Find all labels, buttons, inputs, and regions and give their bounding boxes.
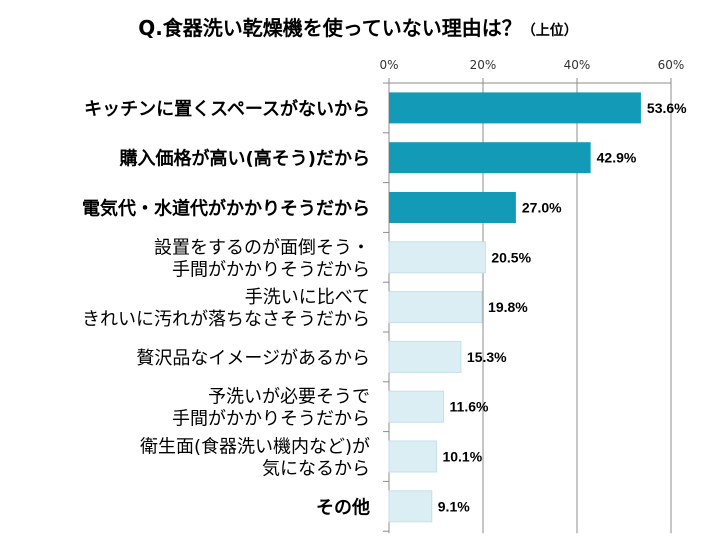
data-label: 53.6%	[647, 100, 687, 116]
category-label: 手間がかかりそうだから	[172, 259, 370, 280]
data-label: 20.5%	[491, 249, 531, 265]
chart-title: Q.食器洗い乾燥機を使っていない理由は？（上位）	[0, 12, 716, 41]
data-label: 9.1%	[438, 498, 470, 514]
category-label: 電気代・水道代がかかりそうだから	[82, 198, 370, 220]
bar	[388, 291, 483, 324]
bar	[388, 440, 437, 473]
data-label: 15.3%	[467, 349, 507, 365]
category-label: きれいに汚れが落ちなさそうだから	[82, 309, 370, 330]
category-label: キッチンに置くスペースがないから	[84, 98, 370, 120]
x-tick-label: 0%	[379, 58, 398, 72]
data-label: 10.1%	[442, 449, 482, 465]
category-label: 気になるから	[262, 459, 370, 480]
subtitle-text: （上位）	[521, 23, 578, 39]
bar	[389, 92, 641, 124]
category-label: 手間がかかりそうだから	[172, 409, 370, 430]
bar	[388, 490, 433, 523]
category-label: 予洗いが必要そうで	[208, 387, 370, 408]
title-text: Q.食器洗い乾燥機を使っていない理由は？	[138, 16, 522, 40]
data-label: 42.9%	[597, 150, 637, 166]
data-label: 11.6%	[450, 399, 489, 415]
x-tick-label: 20%	[470, 58, 497, 72]
category-label: その他	[316, 496, 370, 518]
bar	[388, 390, 445, 423]
category-label: 購入価格が高い(高そう)だから	[119, 148, 370, 170]
x-tick-label: 60%	[658, 58, 685, 72]
bar	[389, 142, 591, 174]
category-label: 衛生面(食器洗い機内など)が	[140, 437, 370, 458]
category-label: 贅沢品なイメージがあるから	[136, 348, 370, 369]
category-label: 手洗いに比べて	[245, 287, 370, 308]
data-label: 27.0%	[522, 200, 562, 216]
x-tick-label: 40%	[564, 58, 591, 72]
bar	[388, 340, 462, 373]
bar	[388, 241, 486, 274]
category-label: 設置をするのが面倒そう・	[154, 237, 370, 258]
bar	[389, 192, 516, 223]
data-label: 19.8%	[488, 299, 528, 315]
